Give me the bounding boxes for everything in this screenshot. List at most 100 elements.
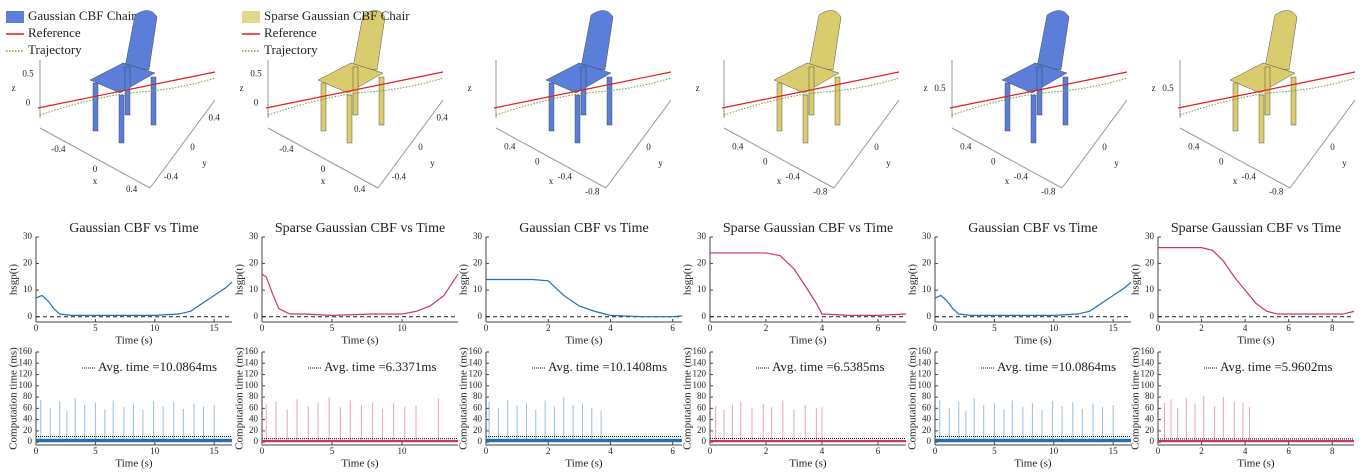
y-tick-label: -0.4 bbox=[392, 171, 407, 181]
y-tick-label: 80 bbox=[473, 391, 483, 401]
x-tick-label: 0 bbox=[1156, 323, 1161, 333]
x-tick-label: 0 bbox=[34, 446, 39, 456]
chair-back bbox=[1265, 10, 1297, 70]
chair-back bbox=[809, 10, 841, 70]
chart-title: Gaussian CBF vs Time bbox=[519, 221, 649, 236]
chair-back bbox=[1037, 10, 1069, 70]
x-tick-label: 10 bbox=[150, 446, 160, 456]
x-tick-label: 6 bbox=[1286, 323, 1291, 333]
chair-leg bbox=[1233, 83, 1238, 131]
x-axis-label: Time (s) bbox=[1014, 458, 1052, 470]
figure: 00.5z-0.400.4x-0.400.4yGaussian CBF Chai… bbox=[0, 0, 1369, 473]
chair-back bbox=[581, 10, 613, 70]
x-axis-label: Time (s) bbox=[565, 458, 603, 470]
x-tick-label: 0 bbox=[260, 446, 265, 456]
x-axis-label: Time (s) bbox=[341, 335, 379, 347]
axis-line bbox=[1290, 100, 1355, 188]
x-tick-label: 15 bbox=[1109, 446, 1119, 456]
x-tick-label: 0.4 bbox=[732, 142, 744, 152]
x-tick-label: 0 bbox=[933, 323, 938, 333]
legend-label: Avg. time =6.3371ms bbox=[324, 359, 437, 374]
x-tick-label: 0 bbox=[1219, 157, 1224, 167]
x-tick-label: -0.8 bbox=[1269, 187, 1284, 197]
y-tick-label: 100 bbox=[693, 380, 707, 390]
legend-label: Avg. time =10.0864ms bbox=[997, 359, 1116, 374]
y-tick-label: 0 bbox=[418, 142, 423, 152]
x-axis-label: Time (s) bbox=[789, 458, 827, 470]
data-line bbox=[710, 253, 906, 315]
x-tick-label: 10 bbox=[150, 323, 160, 333]
x-tick-label: 0 bbox=[763, 157, 768, 167]
legend-label: Avg. time =5.9602ms bbox=[1220, 359, 1333, 374]
chair-leg bbox=[575, 95, 580, 143]
x-tick-label: 0 bbox=[484, 446, 489, 456]
y-tick-label: 120 bbox=[19, 369, 33, 379]
y-tick-label: 30 bbox=[249, 231, 259, 241]
chair-leg bbox=[1031, 95, 1036, 143]
y-axis-label: Computation time (ms) bbox=[907, 347, 919, 450]
x-tick-label: 0 bbox=[34, 323, 39, 333]
chart-title: Gaussian CBF vs Time bbox=[968, 221, 1098, 236]
x-tick-label: 10 bbox=[1049, 446, 1059, 456]
y-axis-label: y bbox=[886, 158, 891, 168]
y-axis-label: y bbox=[1114, 158, 1119, 168]
y-axis-label: hsgp(t) bbox=[458, 264, 470, 296]
y-tick-label: 160 bbox=[693, 346, 707, 356]
y-tick-label: 120 bbox=[469, 369, 483, 379]
y-tick-label: 30 bbox=[23, 231, 33, 241]
y-tick-label: 0 bbox=[927, 311, 932, 321]
y-tick-label: 40 bbox=[473, 414, 483, 424]
axis-line bbox=[834, 100, 899, 188]
x-tick-label: 6 bbox=[670, 446, 675, 456]
x-axis-label: Time (s) bbox=[1014, 335, 1052, 347]
y-tick-label: 20 bbox=[922, 425, 932, 435]
y-tick-label: 160 bbox=[19, 346, 33, 356]
y-tick-label: 160 bbox=[245, 346, 259, 356]
x-tick-label: 15 bbox=[210, 446, 220, 456]
x-tick-label: 5 bbox=[330, 323, 335, 333]
x-tick-label: 2 bbox=[546, 323, 551, 333]
y-tick-label: 10 bbox=[1145, 284, 1155, 294]
x-tick-label: 2 bbox=[764, 446, 769, 456]
y-axis-label: Computation time (ms) bbox=[1130, 347, 1142, 450]
x-tick-label: -0.4 bbox=[786, 172, 801, 182]
y-tick-label: 0 bbox=[1102, 142, 1107, 152]
y-axis-label: Computation time (ms) bbox=[682, 347, 694, 450]
x-axis-label: x bbox=[1233, 176, 1238, 186]
x-axis-label: Time (s) bbox=[565, 335, 603, 347]
x-tick-label: 5 bbox=[992, 323, 997, 333]
axis-line bbox=[150, 100, 215, 188]
x-tick-label: 5 bbox=[330, 446, 335, 456]
x-axis-label: Time (s) bbox=[341, 458, 379, 470]
x-tick-label: 6 bbox=[876, 323, 881, 333]
x-tick-label: -0.8 bbox=[585, 187, 600, 197]
y-tick-label: 20 bbox=[1145, 425, 1155, 435]
x-tick-label: 8 bbox=[1330, 446, 1335, 456]
z-axis-label: z bbox=[240, 83, 244, 93]
y-axis-label: hsgp(t) bbox=[234, 264, 246, 296]
x-tick-label: 0 bbox=[1156, 446, 1161, 456]
chair-leg bbox=[777, 83, 782, 131]
chart-title: Sparse Gaussian CBF vs Time bbox=[723, 221, 893, 236]
y-tick-label: 60 bbox=[1145, 402, 1155, 412]
x-tick-label: -0.4 bbox=[1014, 172, 1029, 182]
chair-leg bbox=[1005, 83, 1010, 131]
y-tick-label: 0.4 bbox=[437, 113, 449, 123]
x-tick-label: 6 bbox=[670, 323, 675, 333]
x-axis-label: Time (s) bbox=[1237, 458, 1275, 470]
y-tick-label: 120 bbox=[1141, 369, 1155, 379]
legend-label: Reference bbox=[28, 25, 81, 40]
x-tick-label: 4 bbox=[1243, 323, 1248, 333]
chair-leg bbox=[1265, 67, 1270, 115]
legend-label: Avg. time =10.0864ms bbox=[98, 359, 217, 374]
x-tick-label: 0.4 bbox=[1188, 142, 1200, 152]
y-tick-label: 80 bbox=[23, 391, 33, 401]
y-tick-label: 20 bbox=[473, 425, 483, 435]
y-axis-label: Computation time (ms) bbox=[234, 347, 246, 450]
x-tick-label: 2 bbox=[546, 446, 551, 456]
y-tick-label: 10 bbox=[249, 284, 259, 294]
x-axis-label: x bbox=[777, 176, 782, 186]
x-tick-label: 0 bbox=[535, 157, 540, 167]
x-tick-label: 5 bbox=[93, 323, 98, 333]
x-tick-label: 0 bbox=[991, 157, 996, 167]
